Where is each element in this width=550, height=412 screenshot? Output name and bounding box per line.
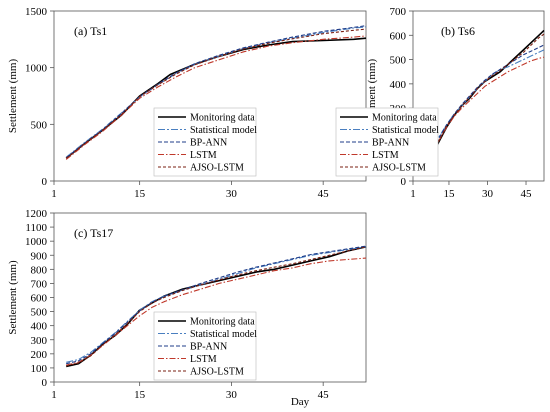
y-axis-title: Settlement (mm) [7,260,19,335]
y-tick-label: 200 [31,349,48,361]
x-tick-label: 1 [410,188,416,200]
x-tick-label: 15 [134,389,146,401]
y-tick-label: 1200 [25,208,48,220]
y-tick-label: 700 [31,278,48,290]
y-tick-label: 600 [390,30,407,42]
y-tick-label: 100 [31,363,48,375]
series-line-bp-ann [66,245,367,365]
plot-frame [412,10,545,182]
legend-label-bp-ann: BP-ANN [372,138,409,149]
y-tick-label: 500 [31,307,48,319]
x-tick-label: 45 [318,188,330,200]
y-tick-label: 500 [31,119,48,131]
y-tick-label: 700 [390,6,407,18]
panel-label: (a) Ts1 [74,24,107,38]
legend-label-ajso-lstm: AJSO-LSTM [372,163,426,174]
series-line-ajso-lstm [417,33,545,171]
x-tick-label: 30 [226,188,238,200]
y-tick-label: 500 [390,55,407,67]
x-tick-label: 30 [482,188,494,200]
legend-label-lstm: LSTM [372,150,399,161]
series-line-lstm [417,56,545,170]
plot-frame [53,10,367,182]
y-tick-label: 1000 [25,236,48,248]
y-tick-label: 0 [42,377,48,389]
y-tick-label: 900 [31,250,48,262]
legend-label-statistical-model: Statistical model [190,125,257,136]
panel-c-ts17: 0 100 200 300 400 500 600 700 800 900 1000 1100 1200… [7,208,367,408]
legend-label-statistical-model: Statistical model [372,125,439,136]
legend-label-bp-ann: BP-ANN [190,342,227,353]
y-tick-label: 800 [31,264,48,276]
legend-label-statistical-model: Statistical model [190,329,257,340]
y-axis-title: Settlement (mm) [7,59,19,134]
x-tick-label: 30 [226,389,238,401]
legend-label-bp-ann: BP-ANN [190,138,227,149]
x-tick-label: 1 [51,188,57,200]
x-tick-label: 1 [51,389,57,401]
series-line-ajso-lstm [66,246,367,367]
y-tick-label: 1500 [25,6,48,18]
legend-label-monitoring-data: Monitoring data [190,317,255,328]
x-tick-label: 15 [443,188,455,200]
panel-a-ts1: 0 500 1000 1500 1 15 30 45 Settlement (mm) (a) Ts… [7,6,367,200]
legend-label-ajso-lstm: AJSO-LSTM [190,367,244,378]
y-tick-label: 1100 [25,222,47,234]
panel-label: (c) Ts17 [74,226,113,240]
series-line-lstm [66,257,367,366]
legend-label-lstm: LSTM [190,354,217,365]
y-tick-label: 400 [31,321,48,333]
y-tick-label: 0 [42,176,48,188]
legend-label-ajso-lstm: AJSO-LSTM [190,163,244,174]
x-tick-label: 45 [521,188,533,200]
x-tick-label: 15 [134,188,146,200]
y-tick-label: 600 [31,293,48,305]
y-tick-label: 1000 [25,63,48,75]
x-tick-label: 45 [318,389,330,401]
panel-label: (b) Ts6 [441,24,475,38]
legend-label-lstm: LSTM [190,150,217,161]
legend-label-monitoring-data: Monitoring data [372,113,437,124]
series-line-lstm [65,35,367,160]
legend-label-monitoring-data: Monitoring data [190,113,255,124]
y-tick-label: 0 [401,176,407,188]
series-line-bp-ann [65,25,367,159]
panel-b-ts6: 01002003004005006007001153045Settlement … [335,6,545,200]
y-tick-label: 400 [390,79,407,91]
y-tick-label: 300 [31,335,48,347]
x-axis-title: Day [291,396,310,408]
series-line-ajso-lstm [65,28,367,159]
